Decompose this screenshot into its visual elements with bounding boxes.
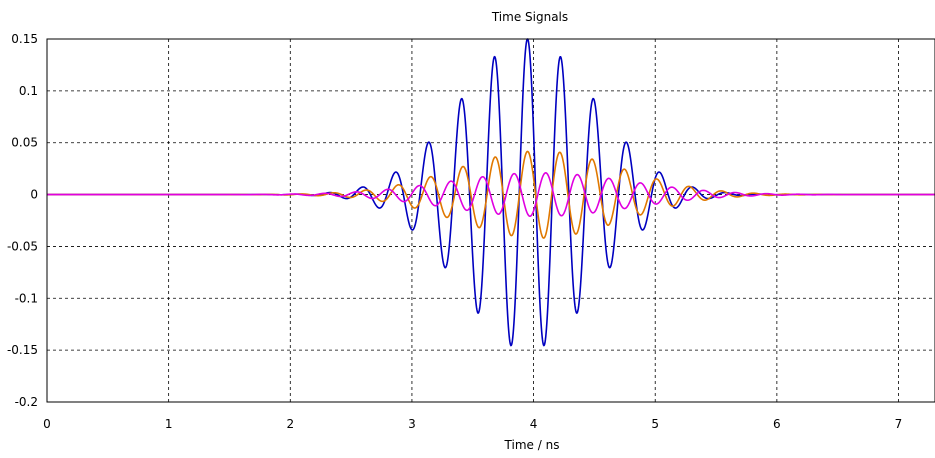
series-line-1 <box>47 38 935 347</box>
x-tick-labels: 0 1 2 3 4 5 6 7 <box>43 417 902 431</box>
x-tick-label: 7 <box>895 417 903 431</box>
x-tick-label: 1 <box>165 417 173 431</box>
y-tick-label: -0.15 <box>7 343 38 357</box>
y-tick-label: -0.2 <box>15 395 38 409</box>
x-tick-label: 3 <box>408 417 416 431</box>
series-layer <box>47 38 935 347</box>
series-line-3 <box>47 172 935 218</box>
chart-title: Time Signals <box>491 10 568 24</box>
x-tick-label: 4 <box>530 417 538 431</box>
y-tick-label: -0.1 <box>15 291 38 305</box>
x-tick-label: 5 <box>651 417 659 431</box>
y-tick-label: -0.05 <box>7 239 38 253</box>
x-axis-label: Time / ns <box>504 438 560 452</box>
y-tick-labels: 0.15 0.1 0.05 0 -0.05 -0.1 -0.15 -0.2 <box>7 32 38 409</box>
x-tick-label: 6 <box>773 417 781 431</box>
x-tick-label: 2 <box>286 417 294 431</box>
y-tick-label: 0.15 <box>11 32 38 46</box>
y-tick-label: 0.05 <box>11 136 38 150</box>
plot-frame <box>46 38 935 403</box>
y-tick-label: 0 <box>30 188 38 202</box>
y-tick-label: 0.1 <box>19 84 38 98</box>
x-tick-label: 0 <box>43 417 51 431</box>
